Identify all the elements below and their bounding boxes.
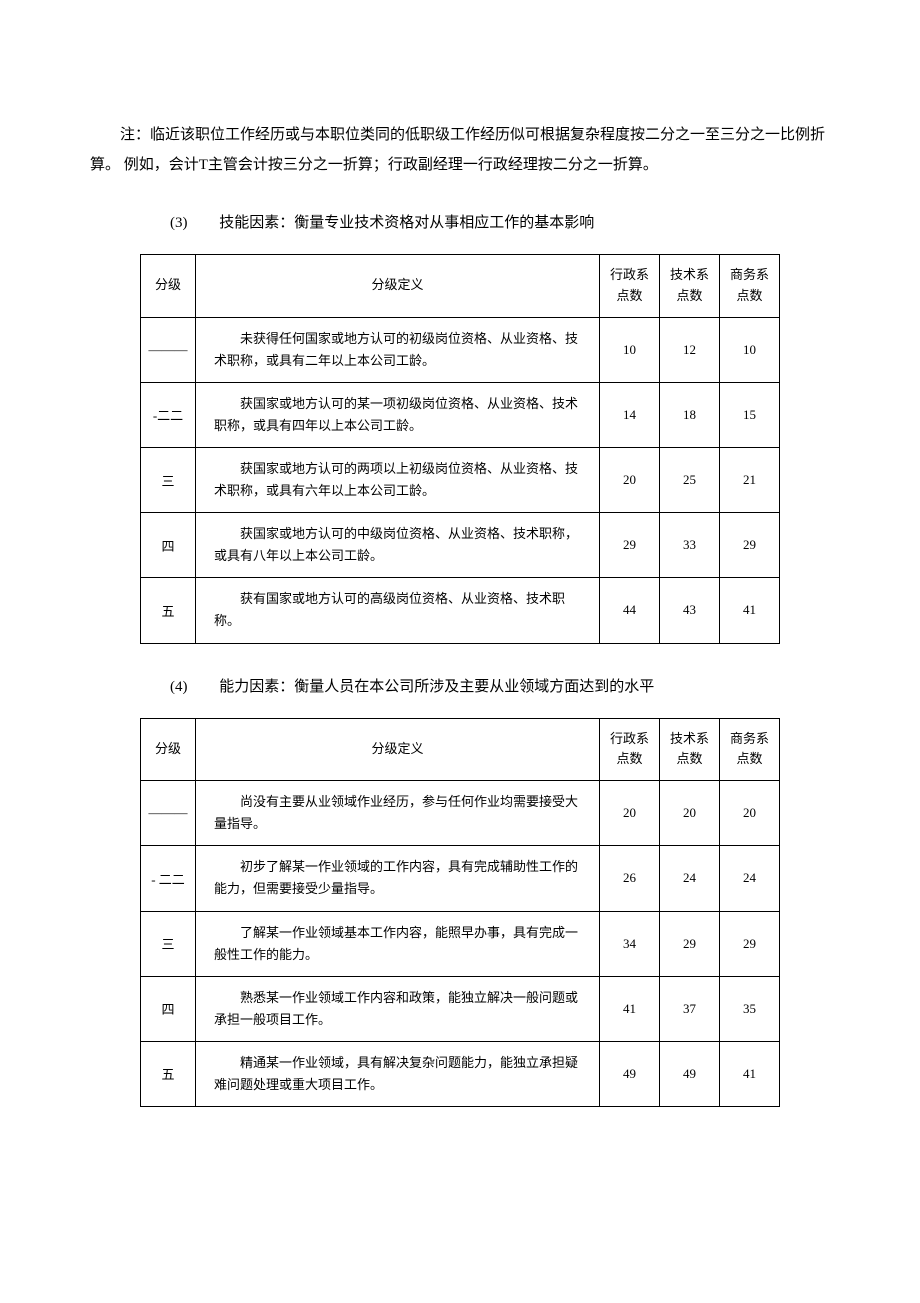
header-admin-points: 行政系点数 xyxy=(600,718,660,781)
table-header-row: 分级 分级定义 行政系点数 技术系点数 商务系点数 xyxy=(141,255,780,318)
cell-tech-points: 25 xyxy=(660,447,720,512)
table-row: 五精通某一作业领域，具有解决复杂问题能力，能独立承担疑难问题处理或重大项目工作。… xyxy=(141,1041,780,1106)
header-level: 分级 xyxy=(141,718,196,781)
cell-tech-points: 20 xyxy=(660,781,720,846)
cell-biz-points: 20 xyxy=(720,781,780,846)
cell-biz-points: 15 xyxy=(720,382,780,447)
cell-admin-points: 41 xyxy=(600,976,660,1041)
table-row: 五获有国家或地方认可的高级岗位资格、从业资格、技术职称。444341 xyxy=(141,578,780,643)
table-row: 三了解某一作业领域基本工作内容，能照早办事，具有完成一般性工作的能力。34292… xyxy=(141,911,780,976)
cell-biz-points: 21 xyxy=(720,447,780,512)
table-row: -二二获国家或地方认可的某一项初级岗位资格、从业资格、技术职称，或具有四年以上本… xyxy=(141,382,780,447)
table-row: - 二二初步了解某一作业领域的工作内容，具有完成辅助性工作的能力，但需要接受少量… xyxy=(141,846,780,911)
table-header-row: 分级 分级定义 行政系点数 技术系点数 商务系点数 xyxy=(141,718,780,781)
table-row: ———尚没有主要从业领域作业经历，参与任何作业均需要接受大量指导。202020 xyxy=(141,781,780,846)
header-biz-points: 商务系点数 xyxy=(720,255,780,318)
cell-tech-points: 49 xyxy=(660,1041,720,1106)
cell-tech-points: 12 xyxy=(660,317,720,382)
cell-level: 三 xyxy=(141,911,196,976)
section-4-title: 能力因素：衡量人员在本公司所涉及主要从业领域方面达到的水平 xyxy=(219,679,654,695)
cell-admin-points: 20 xyxy=(600,781,660,846)
cell-admin-points: 34 xyxy=(600,911,660,976)
header-tech-points: 技术系点数 xyxy=(660,255,720,318)
section-3-num: (3) xyxy=(170,215,188,231)
cell-level: 五 xyxy=(141,1041,196,1106)
cell-biz-points: 10 xyxy=(720,317,780,382)
cell-admin-points: 29 xyxy=(600,513,660,578)
table-row: 四获国家或地方认可的中级岗位资格、从业资格、技术职称，或具有八年以上本公司工龄。… xyxy=(141,513,780,578)
cell-admin-points: 44 xyxy=(600,578,660,643)
cell-biz-points: 41 xyxy=(720,578,780,643)
conversion-note: 注：临近该职位工作经历或与本职位类同的低职级工作经历似可根据复杂程度按二分之一至… xyxy=(90,120,830,180)
cell-level: 四 xyxy=(141,976,196,1041)
cell-tech-points: 43 xyxy=(660,578,720,643)
section-4-num: (4) xyxy=(170,679,188,695)
cell-admin-points: 49 xyxy=(600,1041,660,1106)
cell-level: ——— xyxy=(141,317,196,382)
cell-admin-points: 10 xyxy=(600,317,660,382)
cell-biz-points: 41 xyxy=(720,1041,780,1106)
cell-definition: 获国家或地方认可的中级岗位资格、从业资格、技术职称，或具有八年以上本公司工龄。 xyxy=(196,513,600,578)
cell-tech-points: 33 xyxy=(660,513,720,578)
cell-biz-points: 29 xyxy=(720,513,780,578)
cell-level: ——— xyxy=(141,781,196,846)
cell-level: 四 xyxy=(141,513,196,578)
cell-definition: 精通某一作业领域，具有解决复杂问题能力，能独立承担疑难问题处理或重大项目工作。 xyxy=(196,1041,600,1106)
table-row: ———未获得任何国家或地方认可的初级岗位资格、从业资格、技术职称，或具有二年以上… xyxy=(141,317,780,382)
header-level: 分级 xyxy=(141,255,196,318)
header-tech-points: 技术系点数 xyxy=(660,718,720,781)
header-definition: 分级定义 xyxy=(196,255,600,318)
table-row: 三获国家或地方认可的两项以上初级岗位资格、从业资格、技术职称，或具有六年以上本公… xyxy=(141,447,780,512)
section-4-heading: (4) 能力因素：衡量人员在本公司所涉及主要从业领域方面达到的水平 xyxy=(90,672,830,702)
cell-definition: 获有国家或地方认可的高级岗位资格、从业资格、技术职称。 xyxy=(196,578,600,643)
cell-tech-points: 37 xyxy=(660,976,720,1041)
header-definition: 分级定义 xyxy=(196,718,600,781)
cell-definition: 了解某一作业领域基本工作内容，能照早办事，具有完成一般性工作的能力。 xyxy=(196,911,600,976)
table-row: 四熟悉某一作业领域工作内容和政策，能独立解决一般问题或承担一般项目工作。4137… xyxy=(141,976,780,1041)
cell-biz-points: 35 xyxy=(720,976,780,1041)
cell-admin-points: 20 xyxy=(600,447,660,512)
cell-definition: 获国家或地方认可的两项以上初级岗位资格、从业资格、技术职称，或具有六年以上本公司… xyxy=(196,447,600,512)
cell-admin-points: 14 xyxy=(600,382,660,447)
ability-table: 分级 分级定义 行政系点数 技术系点数 商务系点数 ———尚没有主要从业领域作业… xyxy=(140,718,780,1108)
section-3-heading: (3) 技能因素：衡量专业技术资格对从事相应工作的基本影响 xyxy=(90,208,830,238)
cell-tech-points: 24 xyxy=(660,846,720,911)
cell-definition: 熟悉某一作业领域工作内容和政策，能独立解决一般问题或承担一般项目工作。 xyxy=(196,976,600,1041)
cell-definition: 未获得任何国家或地方认可的初级岗位资格、从业资格、技术职称，或具有二年以上本公司… xyxy=(196,317,600,382)
cell-definition: 初步了解某一作业领域的工作内容，具有完成辅助性工作的能力，但需要接受少量指导。 xyxy=(196,846,600,911)
cell-definition: 获国家或地方认可的某一项初级岗位资格、从业资格、技术职称，或具有四年以上本公司工… xyxy=(196,382,600,447)
cell-biz-points: 24 xyxy=(720,846,780,911)
cell-level: 五 xyxy=(141,578,196,643)
skills-table: 分级 分级定义 行政系点数 技术系点数 商务系点数 ———未获得任何国家或地方认… xyxy=(140,254,780,644)
cell-admin-points: 26 xyxy=(600,846,660,911)
cell-level: 三 xyxy=(141,447,196,512)
header-admin-points: 行政系点数 xyxy=(600,255,660,318)
cell-biz-points: 29 xyxy=(720,911,780,976)
cell-tech-points: 29 xyxy=(660,911,720,976)
cell-level: -二二 xyxy=(141,382,196,447)
header-biz-points: 商务系点数 xyxy=(720,718,780,781)
cell-level: - 二二 xyxy=(141,846,196,911)
cell-definition: 尚没有主要从业领域作业经历，参与任何作业均需要接受大量指导。 xyxy=(196,781,600,846)
cell-tech-points: 18 xyxy=(660,382,720,447)
section-3-title: 技能因素：衡量专业技术资格对从事相应工作的基本影响 xyxy=(219,215,594,231)
